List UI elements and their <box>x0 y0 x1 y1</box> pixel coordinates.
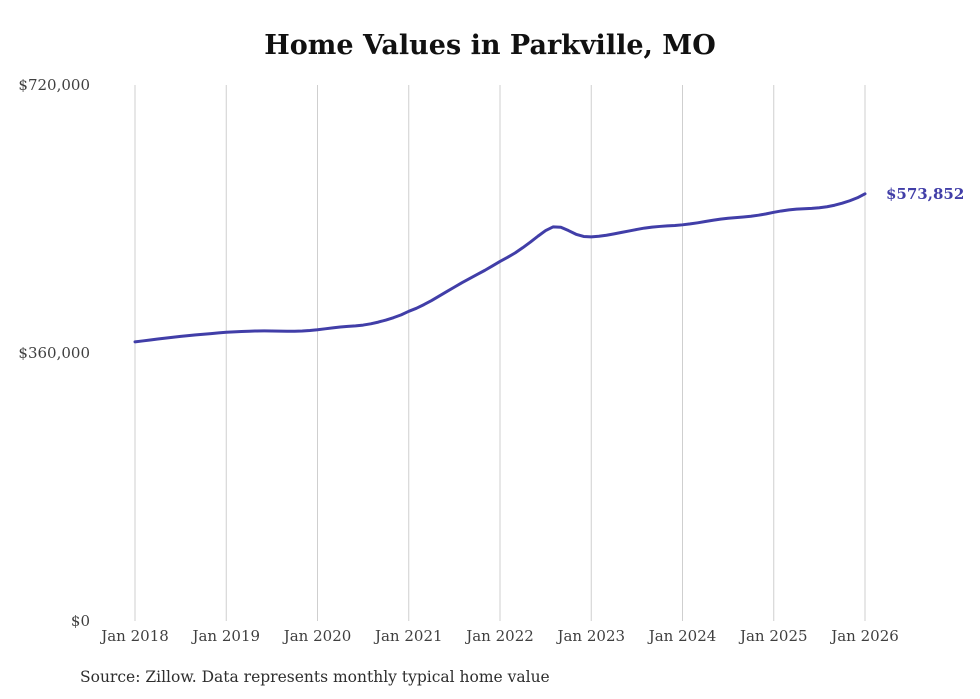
y-tick-label-0: $0 <box>70 612 90 630</box>
y-tick-label-720000: $720,000 <box>18 76 90 94</box>
x-tick-label: Jan 2024 <box>648 627 717 645</box>
source-note: Source: Zillow. Data represents monthly … <box>80 668 550 686</box>
x-tick-label: Jan 2022 <box>466 627 534 645</box>
x-tick-label: Jan 2021 <box>374 627 443 645</box>
x-tick-label: Jan 2020 <box>283 627 352 645</box>
y-tick-label-360000: $360,000 <box>18 344 90 362</box>
x-tick-label: Jan 2026 <box>831 627 899 645</box>
x-tick-label: Jan 2018 <box>101 627 169 645</box>
x-tick-label: Jan 2019 <box>192 627 261 645</box>
chart-title: Home Values in Parkville, MO <box>264 30 716 61</box>
x-tick-label: Jan 2025 <box>739 627 808 645</box>
end-value-label: $573,852 <box>886 184 965 203</box>
x-tick-label: Jan 2023 <box>557 627 626 645</box>
value-line <box>133 192 867 344</box>
